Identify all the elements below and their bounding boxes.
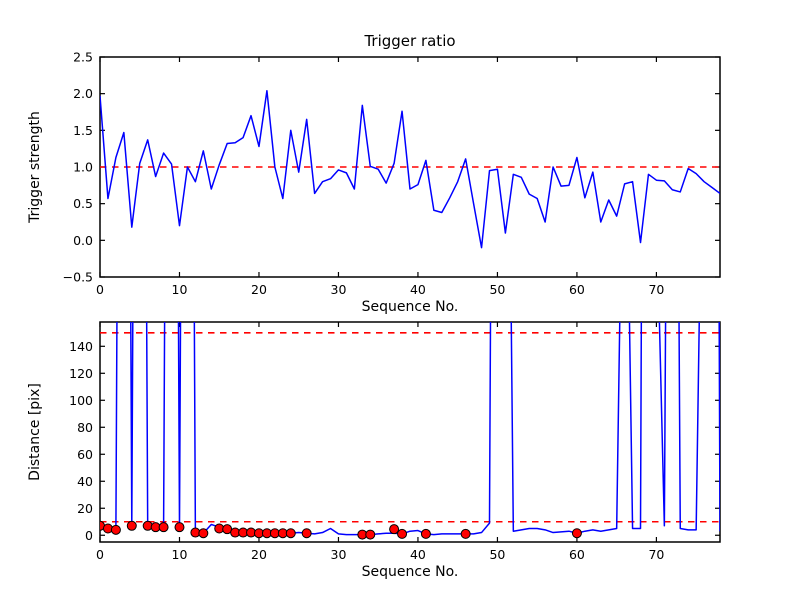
axes-frame xyxy=(99,56,721,278)
x-tick-label: 10 xyxy=(172,282,188,297)
y-tick-label: 1.0 xyxy=(73,160,93,175)
y-tick-label: 40 xyxy=(77,474,93,489)
trigger-point-dot xyxy=(158,522,169,533)
y-tick-label: 0.0 xyxy=(73,233,93,248)
y-tick-label: 2.5 xyxy=(73,50,93,65)
x-tick-label: 10 xyxy=(172,547,188,562)
data-line xyxy=(100,89,720,249)
x-tick-label: 40 xyxy=(410,282,426,297)
trigger-point-dot xyxy=(571,528,582,539)
x-tick-label: 60 xyxy=(569,282,585,297)
x-tick-label: 20 xyxy=(251,547,267,562)
x-tick-label: 50 xyxy=(489,282,505,297)
x-tick-label: 30 xyxy=(331,282,347,297)
x-axis-label: Sequence No. xyxy=(362,299,459,315)
x-tick-label: 20 xyxy=(251,282,267,297)
x-tick-label: 30 xyxy=(331,547,347,562)
trigger-point-dot xyxy=(110,524,121,535)
trigger-point-dot xyxy=(301,528,312,539)
trigger-strength-subplot: 0 10 20 30 40 50 60 70 −0.5 0.0 0.5 1.0 1.5 2.0 2.5 Tri… xyxy=(27,32,721,315)
x-tick-label: 0 xyxy=(96,282,104,297)
chart-title: Trigger ratio xyxy=(363,32,455,50)
distance-subplot: 0 10 20 30 40 50 60 70 0 20 40 60 80 100 120 140 Sequenc… xyxy=(27,321,721,580)
x-tick-label: 70 xyxy=(648,547,664,562)
axes-frame xyxy=(99,321,721,543)
trigger-point-dot xyxy=(389,524,400,535)
trigger-point-dot xyxy=(285,528,296,539)
y-tick-label: 0.5 xyxy=(73,196,93,211)
x-tick-label: 0 xyxy=(96,547,104,562)
x-tick-label: 40 xyxy=(410,547,426,562)
y-tick-label: 0 xyxy=(85,528,93,543)
y-tick-label: 60 xyxy=(77,447,93,462)
y-tick-label: 80 xyxy=(77,420,93,435)
trigger-point-dot xyxy=(365,529,376,540)
trigger-point-dot xyxy=(174,522,185,533)
x-tick-label: 60 xyxy=(569,547,585,562)
trigger-point-dot xyxy=(460,528,471,539)
x-tick-label: 50 xyxy=(489,547,505,562)
y-axis-label: Trigger strength xyxy=(27,111,43,224)
trigger-point-dot xyxy=(198,528,209,539)
y-tick-label: 1.5 xyxy=(73,123,93,138)
trigger-point-dot xyxy=(420,528,431,539)
y-tick-label: 120 xyxy=(69,366,93,381)
y-tick-label: 140 xyxy=(69,339,93,354)
trigger-point-dot xyxy=(397,528,408,539)
y-axis-label: Distance [pix] xyxy=(27,383,43,481)
trigger-point-dot xyxy=(126,520,137,531)
y-tick-label: 100 xyxy=(69,393,93,408)
x-axis-label: Sequence No. xyxy=(362,564,459,580)
y-tick-label: 20 xyxy=(77,501,93,516)
y-tick-label: −0.5 xyxy=(63,270,93,285)
y-tick-label: 2.0 xyxy=(73,86,93,101)
x-tick-label: 70 xyxy=(648,282,664,297)
